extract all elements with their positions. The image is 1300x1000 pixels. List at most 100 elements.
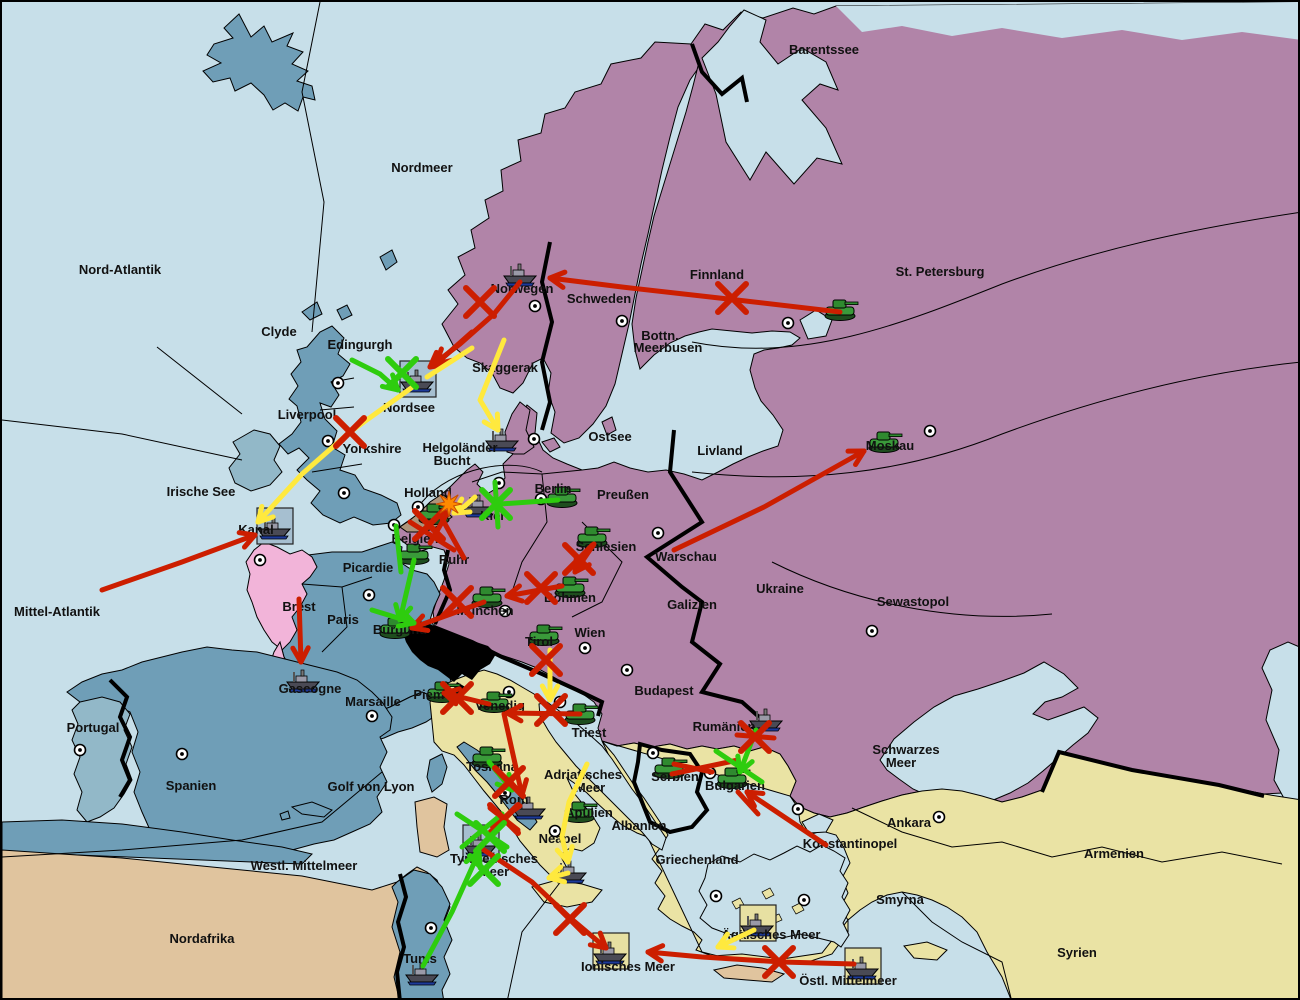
yellow-order-arrow	[546, 864, 571, 885]
failed-order-cross	[463, 285, 497, 319]
region-irland[interactable]	[228, 429, 283, 492]
sea-label: Östl. Mittelmeer	[799, 973, 897, 988]
supply-center-icon	[791, 802, 805, 816]
sea-kaspi[interactable]	[1261, 641, 1300, 814]
region-label: Marsaille	[345, 694, 401, 709]
failed-order-cross	[715, 281, 749, 315]
region-label: Livland	[697, 443, 743, 458]
region-label: Budapest	[634, 683, 694, 698]
region-label: Sewastopol	[877, 594, 949, 609]
region-label: Syrien	[1057, 945, 1097, 960]
failed-order-cross	[479, 487, 513, 521]
fleet-unit[interactable]	[844, 947, 882, 985]
labels-layer: Barentssee Nordmeer Nord-Atlantik Irische S…	[14, 42, 1144, 988]
sea-aegaeis[interactable]	[698, 844, 851, 948]
region-portugal[interactable]	[71, 696, 133, 823]
army-unit[interactable]	[716, 767, 751, 789]
region-tunis[interactable]	[391, 869, 453, 1000]
red-order-arrow	[481, 847, 609, 951]
region-label: Armenien	[1084, 846, 1144, 861]
supply-center-icon	[781, 316, 795, 330]
region-island[interactable]	[202, 13, 316, 112]
region-label: Gascogne	[279, 681, 342, 696]
region-label: Apulien	[565, 805, 613, 820]
region-hebrides	[301, 249, 398, 321]
sea-label: Nordmeer	[391, 160, 452, 175]
yellow-order-arrow	[554, 761, 590, 865]
effects-layer	[435, 490, 463, 518]
region-balearen	[279, 801, 333, 821]
region-sardinien[interactable]	[414, 796, 450, 858]
red-order-arrow	[645, 943, 857, 967]
sea-label: Ägäisches Meer	[722, 927, 821, 942]
region-zypern[interactable]	[903, 941, 948, 961]
fleet-unit[interactable]	[286, 669, 321, 693]
army-unit[interactable]	[868, 431, 903, 453]
failed-order-cross	[529, 643, 563, 677]
region-brest[interactable]	[245, 541, 318, 651]
failed-order-cross	[440, 585, 474, 619]
sea-label: Meer	[575, 780, 605, 795]
sea-label: Schwarzes	[872, 742, 939, 757]
region-korsika[interactable]	[426, 753, 448, 793]
region-nordafrika[interactable]	[2, 849, 451, 1000]
region-gotland	[601, 416, 617, 436]
region-label: Picardie	[343, 560, 394, 575]
region-label: Berlin	[535, 481, 572, 496]
red-order-arrow	[290, 596, 311, 665]
region-label: Paris	[327, 612, 359, 627]
sea-label: Irische See	[167, 484, 236, 499]
green-order-arrow	[497, 497, 561, 507]
green-order-arrow	[393, 523, 404, 575]
supply-center-icon	[651, 526, 665, 540]
army-unit[interactable]	[563, 801, 598, 823]
region-daenemark-isles[interactable]	[541, 437, 561, 453]
region-label: Wien	[575, 625, 606, 640]
sea-label: Nordsee	[383, 400, 435, 415]
supply-center-icon	[73, 743, 87, 757]
sea-label: Mittel-Atlantik	[14, 604, 101, 619]
failed-order-cross	[473, 820, 507, 854]
failed-order-cross	[492, 765, 526, 799]
supply-center-icon	[865, 624, 879, 638]
supply-center-icon	[527, 432, 541, 446]
army-unit[interactable]	[528, 624, 563, 646]
sea-barents-strip[interactable]	[836, 2, 1300, 40]
region-label: Finnland	[690, 267, 744, 282]
sea-adria[interactable]	[538, 701, 667, 851]
supply-center-icon	[362, 588, 376, 602]
fleet-unit[interactable]	[485, 428, 520, 452]
sea-label: Ostsee	[588, 429, 631, 444]
region-label: Holland	[404, 485, 452, 500]
failed-order-cross	[562, 542, 596, 576]
supply-center-icon	[797, 893, 811, 907]
army-unit[interactable]	[554, 576, 589, 598]
red-order-arrow	[99, 530, 258, 593]
supply-center-icon	[365, 709, 379, 723]
sea-label: Ionisches Meer	[581, 959, 675, 974]
supply-center-icon	[548, 824, 562, 838]
region-label: Edingurgh	[328, 337, 393, 352]
yellow-order-arrow	[424, 345, 475, 380]
supply-center-icon	[337, 486, 351, 500]
region-label: Yorkshire	[342, 441, 401, 456]
sea-barents-inlet[interactable]	[701, 9, 843, 185]
region-label: Norwegen	[491, 281, 554, 296]
failed-order-cross	[738, 720, 772, 754]
failed-order-cross	[762, 945, 796, 979]
region-label: Ankara	[887, 815, 932, 830]
region-scandinavia[interactable]	[441, 41, 705, 444]
failed-order-cross	[412, 508, 446, 542]
red-order-arrow	[669, 757, 741, 777]
region-label: Schweden	[567, 291, 631, 306]
failed-order-cross	[440, 681, 474, 715]
region-label: Spanien	[166, 778, 217, 793]
sea-label: Bucht	[434, 453, 472, 468]
supply-center-icon	[528, 299, 542, 313]
red-order-arrow	[744, 789, 829, 848]
red-order-arrow	[427, 509, 451, 546]
national-borders	[108, 43, 1265, 998]
